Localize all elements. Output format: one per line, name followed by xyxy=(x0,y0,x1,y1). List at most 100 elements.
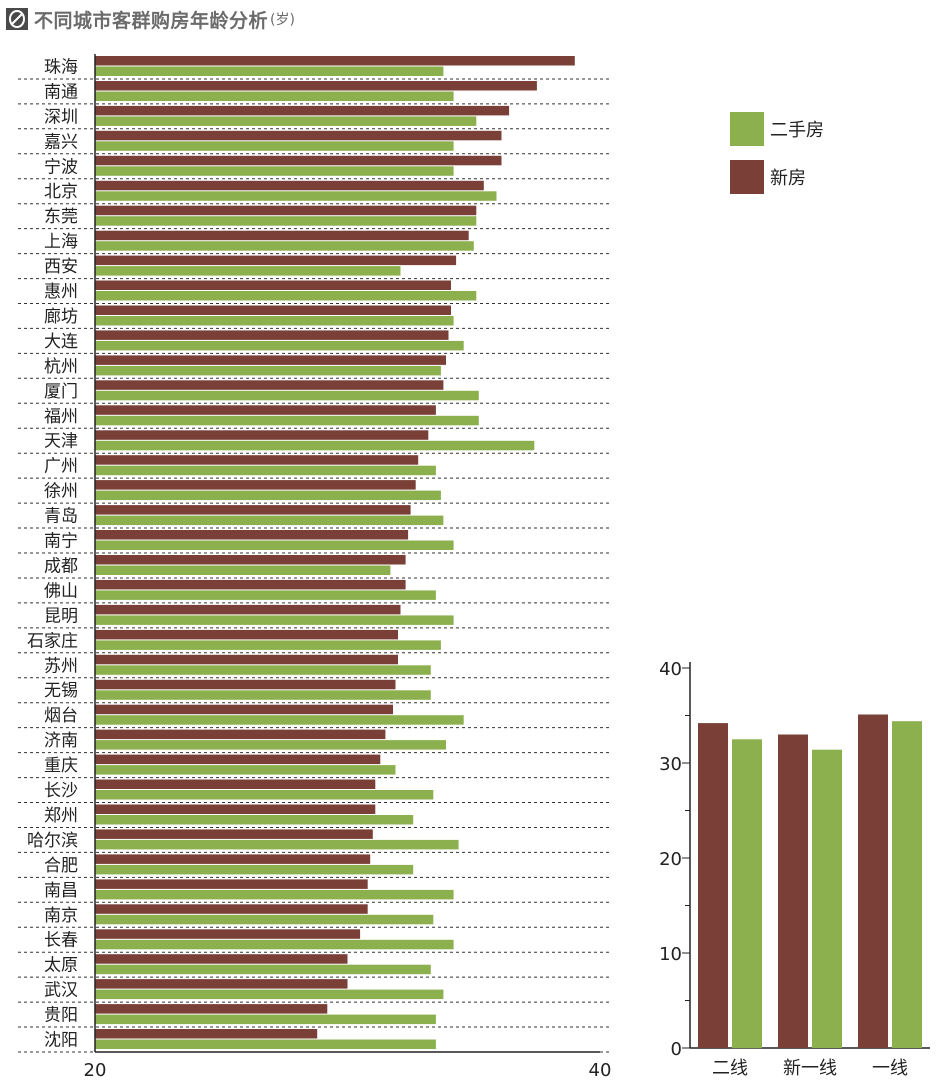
legend-swatch-new-home xyxy=(730,160,764,194)
city-label: 杭州 xyxy=(44,357,78,377)
tier-y-tick-label: 30 xyxy=(659,754,682,775)
city-label: 宁波 xyxy=(44,157,78,177)
legend: 二手房 新房 xyxy=(730,112,824,208)
bar-new-home xyxy=(95,979,348,989)
city-label: 南通 xyxy=(44,82,78,102)
tier-bar-second-hand xyxy=(732,739,762,1049)
bar-second-hand xyxy=(95,989,444,1000)
bar-new-home xyxy=(95,155,502,166)
city-label: 武汉 xyxy=(44,981,78,1001)
bar-new-home xyxy=(95,56,575,66)
city-label: 大连 xyxy=(44,332,78,352)
bar-second-hand xyxy=(95,740,446,750)
bar-new-home xyxy=(95,754,381,765)
bar-second-hand xyxy=(95,640,441,650)
bar-new-home xyxy=(95,280,451,290)
bar-second-hand xyxy=(95,515,444,526)
legend-item-second-hand: 二手房 xyxy=(730,112,824,146)
city-label: 珠海 xyxy=(44,58,78,78)
chart-title: 不同城市客群购房年龄分析 xyxy=(34,9,269,32)
city-label: 天津 xyxy=(44,432,78,452)
bar-second-hand xyxy=(95,839,459,850)
city-label: 南京 xyxy=(44,906,78,926)
bar-new-home xyxy=(95,629,398,640)
bar-new-home xyxy=(95,255,457,266)
bar-second-hand xyxy=(95,914,434,925)
city-label: 烟台 xyxy=(44,706,78,726)
bar-second-hand xyxy=(95,91,454,101)
tier-category-label: 新一线 xyxy=(783,1058,837,1079)
bar-second-hand xyxy=(95,1014,436,1025)
bar-new-home xyxy=(95,355,446,365)
bar-second-hand xyxy=(95,864,414,875)
bar-new-home xyxy=(95,405,436,415)
city-label: 北京 xyxy=(44,182,78,202)
x-tick-label: 40 xyxy=(589,1060,612,1081)
bar-second-hand xyxy=(95,216,477,226)
city-label: 苏州 xyxy=(44,656,78,676)
bar-second-hand xyxy=(95,490,441,501)
tier-bar-new-home xyxy=(698,723,728,1048)
chart-title-unit: (岁) xyxy=(270,12,295,28)
city-label: 青岛 xyxy=(44,507,78,527)
city-label: 西安 xyxy=(44,257,78,277)
bar-new-home xyxy=(95,230,469,241)
bar-new-home xyxy=(95,1004,328,1014)
city-label: 太原 xyxy=(44,956,78,976)
city-label: 厦门 xyxy=(44,382,78,402)
city-label: 郑州 xyxy=(44,806,78,826)
bar-new-home xyxy=(95,380,444,390)
city-label: 广州 xyxy=(44,457,78,477)
legend-label-new-home: 新房 xyxy=(770,168,806,189)
city-label: 惠州 xyxy=(44,282,78,302)
bar-new-home xyxy=(95,829,373,839)
bar-second-hand xyxy=(95,465,436,476)
bar-second-hand xyxy=(95,690,431,700)
bar-new-home xyxy=(95,879,368,889)
city-label: 福州 xyxy=(44,407,78,427)
bar-second-hand xyxy=(95,365,441,376)
bar-new-home xyxy=(95,679,396,690)
bar-second-hand xyxy=(95,266,401,276)
bar-new-home xyxy=(95,904,368,914)
bar-second-hand xyxy=(95,340,464,351)
bar-new-home xyxy=(95,305,451,315)
logo-icon xyxy=(6,8,28,30)
bar-new-home xyxy=(95,81,537,91)
bar-second-hand xyxy=(95,241,474,251)
city-label: 上海 xyxy=(44,232,78,252)
bar-second-hand xyxy=(95,790,434,800)
bar-second-hand xyxy=(95,815,414,825)
city-label: 长沙 xyxy=(44,781,78,801)
bar-second-hand xyxy=(95,1039,436,1049)
legend-swatch-second-hand xyxy=(730,112,764,146)
bar-second-hand xyxy=(95,765,396,775)
bar-new-home xyxy=(95,954,348,964)
bar-new-home xyxy=(95,654,398,665)
x-tick-label: 20 xyxy=(84,1060,107,1081)
bar-new-home xyxy=(95,804,376,814)
city-label: 佛山 xyxy=(44,581,78,601)
city-label: 贵阳 xyxy=(44,1006,78,1026)
tier-y-tick-label: 0 xyxy=(671,1039,682,1060)
tier-bar-new-home xyxy=(778,734,808,1048)
bar-second-hand xyxy=(95,889,454,900)
bar-second-hand xyxy=(95,116,477,126)
bar-second-hand xyxy=(95,316,454,326)
city-label: 无锡 xyxy=(44,681,78,701)
city-label: 徐州 xyxy=(44,482,78,502)
tier-category-label: 一线 xyxy=(872,1058,908,1079)
bar-second-hand xyxy=(95,540,454,550)
bar-second-hand xyxy=(95,440,535,451)
bar-new-home xyxy=(95,1029,318,1039)
city-label: 合肥 xyxy=(44,856,78,876)
bar-new-home xyxy=(95,180,484,191)
city-label: 南宁 xyxy=(44,532,78,552)
city-label: 南昌 xyxy=(44,881,78,901)
bar-second-hand xyxy=(95,715,464,725)
city-label: 重庆 xyxy=(44,756,78,776)
bar-new-home xyxy=(95,854,371,864)
bar-second-hand xyxy=(95,166,454,176)
bar-new-home xyxy=(95,480,416,490)
